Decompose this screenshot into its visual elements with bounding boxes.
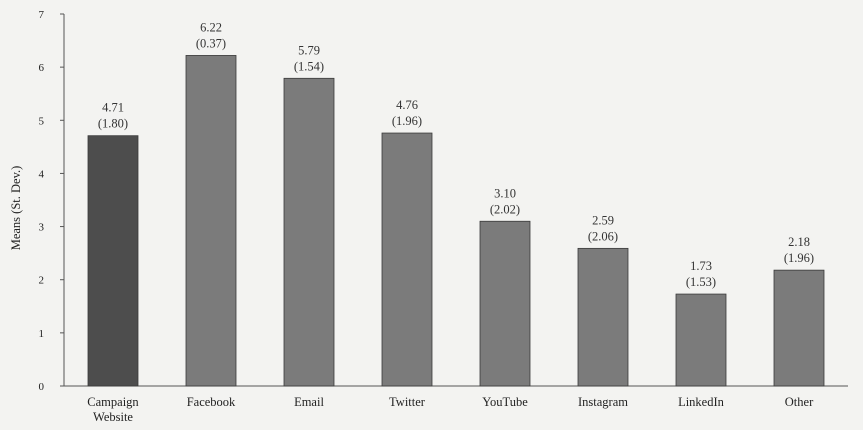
category-label: Campaign [87, 395, 139, 409]
category-label: Facebook [187, 395, 236, 409]
category-label: Instagram [578, 395, 628, 409]
category-label: Email [294, 395, 324, 409]
data-label-sd: (1.54) [294, 59, 324, 73]
data-label-mean: 4.71 [102, 101, 124, 115]
data-label-mean: 3.10 [494, 186, 516, 200]
y-tick-label: 2 [39, 275, 45, 287]
data-label-mean: 2.18 [788, 235, 810, 249]
data-label-mean: 6.22 [200, 20, 222, 34]
y-tick-label: 0 [39, 381, 45, 393]
data-label-sd: (1.96) [392, 114, 422, 128]
bar [381, 132, 433, 387]
data-label-sd: (2.06) [588, 229, 618, 243]
bar [675, 293, 727, 387]
y-tick-label: 7 [39, 9, 45, 21]
bars [87, 55, 825, 387]
data-label-mean: 1.73 [690, 259, 712, 273]
y-axis-title: Means (St. Dev.) [9, 166, 23, 251]
bar [577, 247, 629, 387]
y-axis-title-text: Means (St. Dev.) [9, 166, 23, 251]
category-label: Other [785, 395, 814, 409]
data-label-mean: 4.76 [396, 98, 418, 112]
data-label-sd: (2.02) [490, 202, 520, 216]
bar [185, 55, 237, 387]
bar [283, 77, 335, 387]
data-label-sd: (1.96) [784, 251, 814, 265]
bar [773, 269, 825, 387]
data-label-mean: 5.79 [298, 43, 320, 57]
data-label-sd: (1.53) [686, 275, 716, 289]
category-label: LinkedIn [678, 395, 725, 409]
bar [479, 220, 531, 387]
axes: 0 1 2 3 4 5 6 7 [39, 9, 848, 393]
bar [87, 135, 139, 387]
data-label-mean: 2.59 [592, 213, 614, 227]
y-tick-label: 6 [39, 62, 45, 74]
data-label-sd: (0.37) [196, 36, 226, 50]
category-label: Website [93, 410, 133, 424]
y-tick-label: 5 [39, 115, 45, 127]
y-tick-label: 1 [39, 328, 45, 340]
y-tick-label: 4 [39, 168, 45, 180]
y-tick-label: 3 [39, 222, 45, 234]
category-label: Twitter [389, 395, 426, 409]
category-label: YouTube [482, 395, 528, 409]
data-label-sd: (1.80) [98, 117, 128, 131]
